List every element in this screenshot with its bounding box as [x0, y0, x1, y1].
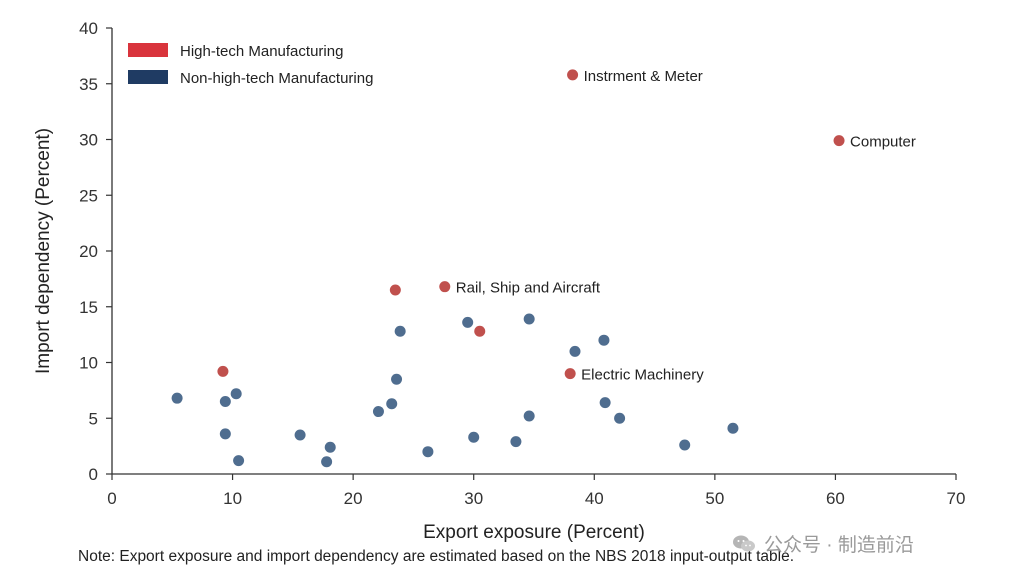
y-axis-title: Import dependency (Percent) [33, 128, 54, 374]
non-high-tech-point [468, 431, 480, 443]
high-tech-point [439, 281, 451, 293]
non-high-tech-point [372, 406, 384, 418]
watermark: 公众号 · 制造前沿 [732, 530, 914, 557]
non-high-tech-point [462, 316, 474, 328]
non-high-tech-point [569, 345, 581, 357]
data-points [171, 69, 845, 468]
y-tick-label: 25 [79, 186, 98, 205]
non-high-tech-point [324, 441, 336, 453]
x-tick-label: 70 [947, 489, 966, 508]
x-tick-label: 10 [223, 489, 242, 508]
high-tech-point [833, 135, 845, 147]
high-tech-point [567, 69, 579, 81]
non-high-tech-point [233, 455, 245, 467]
non-high-tech-point [598, 334, 610, 346]
legend-swatch-non-high-tech [128, 70, 168, 84]
non-high-tech-point [219, 396, 231, 408]
legend-label-high-tech: High-tech Manufacturing [180, 43, 343, 60]
non-high-tech-point [422, 446, 434, 458]
non-high-tech-point [230, 388, 242, 400]
y-tick-label: 30 [79, 131, 98, 150]
non-high-tech-point [219, 428, 231, 440]
y-tick-label: 5 [89, 409, 98, 428]
high-tech-point [474, 325, 486, 337]
x-tick-label: 50 [705, 489, 724, 508]
non-high-tech-point [391, 373, 403, 385]
non-high-tech-point [679, 439, 691, 451]
chart-note: Note: Export exposure and import depende… [78, 548, 795, 565]
x-axis-title: Export exposure (Percent) [423, 522, 645, 543]
y-tick-label: 35 [79, 75, 98, 94]
non-high-tech-point [294, 429, 306, 441]
x-tick-label: 0 [107, 489, 116, 508]
non-high-tech-point [386, 398, 398, 410]
high-tech-point [217, 365, 229, 377]
legend: High-tech Manufacturing Non-high-tech Ma… [128, 43, 373, 87]
high-tech-point [564, 368, 576, 380]
non-high-tech-point [523, 410, 535, 422]
legend-label-non-high-tech: Non-high-tech Manufacturing [180, 70, 373, 87]
annotations: Rail, Ship and Aircraft Instrment & Meter… [456, 68, 916, 384]
y-tick-label: 10 [79, 354, 98, 373]
legend-swatch-high-tech [128, 43, 168, 57]
non-high-tech-point [510, 436, 522, 448]
non-high-tech-point [727, 422, 739, 434]
y-tick-label: 20 [79, 242, 98, 261]
non-high-tech-point [614, 412, 626, 424]
non-high-tech-point [394, 325, 406, 337]
point-label: Rail, Ship and Aircraft [456, 280, 601, 297]
x-tick-label: 40 [585, 489, 604, 508]
y-tick-label: 15 [79, 298, 98, 317]
high-tech-point [389, 284, 401, 296]
wechat-icon [733, 535, 755, 551]
y-tick-label: 0 [89, 465, 98, 484]
point-label: Computer [850, 134, 916, 151]
point-label: Electric Machinery [581, 367, 704, 384]
x-tick-label: 20 [344, 489, 363, 508]
non-high-tech-point [321, 456, 333, 468]
y-tick-label: 40 [79, 19, 98, 38]
watermark-text: 公众号 · 制造前沿 [764, 535, 914, 556]
non-high-tech-point [523, 313, 535, 325]
point-label: Instrment & Meter [584, 68, 703, 85]
x-tick-label: 60 [826, 489, 845, 508]
non-high-tech-point [599, 397, 611, 409]
axes [111, 28, 956, 475]
x-ticks: 0 10 20 30 40 50 60 70 [107, 474, 965, 508]
x-tick-label: 30 [464, 489, 483, 508]
y-ticks: 0 5 10 15 20 25 30 35 40 [79, 19, 112, 484]
non-high-tech-point [171, 392, 183, 404]
